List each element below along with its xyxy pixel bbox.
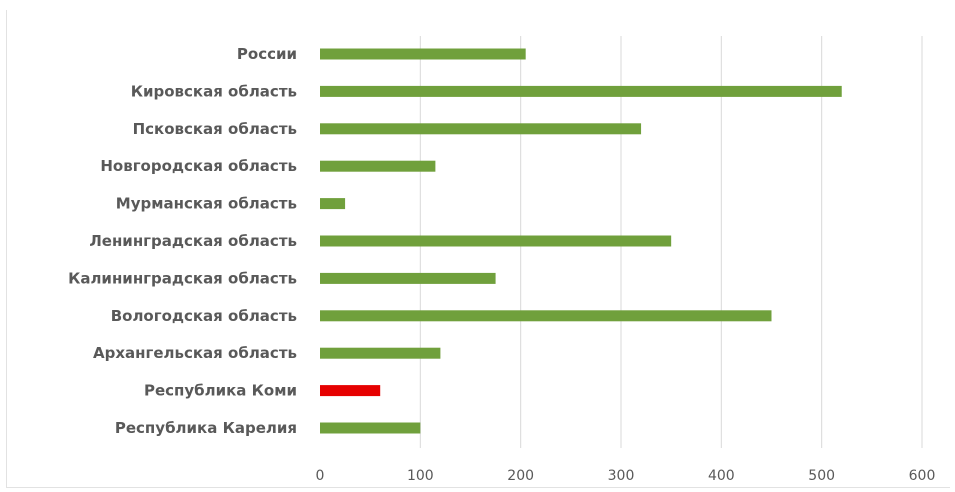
category-label: Республика Карелия xyxy=(115,419,297,437)
category-label: Вологодская область xyxy=(111,307,297,325)
bar xyxy=(320,310,772,322)
category-label: Республика Коми xyxy=(144,382,297,400)
bar xyxy=(320,272,496,284)
bar xyxy=(320,123,642,135)
x-tick-label: 300 xyxy=(608,468,635,484)
bar xyxy=(320,385,381,397)
bar xyxy=(320,160,436,172)
bar xyxy=(320,198,346,210)
category-label: Псковская область xyxy=(133,120,297,138)
category-label: Ленинградская область xyxy=(89,232,297,250)
bar xyxy=(320,235,672,247)
category-label: Мурманская область xyxy=(116,195,297,213)
chart-frame xyxy=(6,10,950,488)
bar-layer xyxy=(320,48,842,434)
category-label: Архангельская область xyxy=(93,344,297,362)
category-label: Новгородская область xyxy=(100,157,297,175)
category-label-layer: России Кировская область Псковская область… xyxy=(68,45,297,437)
x-tick-label: 0 xyxy=(316,468,325,484)
bar xyxy=(320,422,421,434)
x-tick-label: 200 xyxy=(507,468,534,484)
x-tick-label: 600 xyxy=(909,468,936,484)
category-label: Кировская область xyxy=(131,82,297,100)
bar xyxy=(320,85,842,97)
bar xyxy=(320,347,441,359)
x-tick-label: 400 xyxy=(708,468,735,484)
x-tick-label: 500 xyxy=(808,468,835,484)
x-axis-tick-layer: 0 100 200 300 400 500 600 xyxy=(316,468,936,484)
x-tick-label: 100 xyxy=(407,468,434,484)
bar xyxy=(320,48,526,60)
category-label: Калининградская область xyxy=(68,269,297,287)
category-label: России xyxy=(237,45,297,63)
